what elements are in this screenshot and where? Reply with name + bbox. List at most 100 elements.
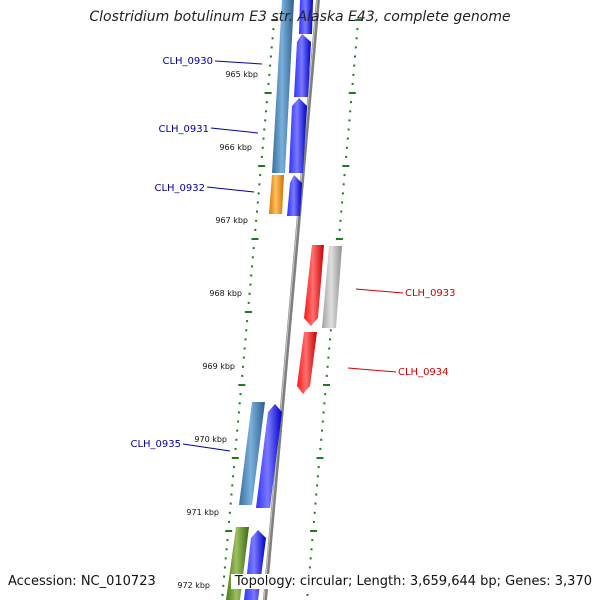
tick-dot-right [355, 37, 358, 40]
tick-dot-left [269, 64, 272, 67]
tick-dot-left [228, 520, 230, 523]
gene-label-clh-0930[interactable]: CLH_0930 [162, 56, 213, 67]
tick-dot-left [237, 420, 240, 423]
gene-label-clh-0934[interactable]: CLH_0934 [398, 367, 449, 378]
tick-dot-right [352, 73, 355, 76]
tick-dot-right [345, 155, 348, 158]
tick-dot-left [244, 338, 247, 341]
tick-dot-right [316, 484, 319, 487]
genome-backbone-highlight [263, 0, 318, 600]
tick-dot-right [348, 92, 356, 94]
connector-clh-0930 [214, 60, 263, 65]
tick-dot-left [256, 201, 259, 204]
connector-clh-0934 [347, 367, 397, 373]
tick-dot-left [223, 566, 226, 569]
tick-dot-right [310, 530, 318, 532]
tick-dot-right [323, 402, 326, 405]
tick-dot-left [242, 356, 245, 359]
gene-label-clh-0932[interactable]: CLH_0932 [154, 183, 205, 194]
tick-dot-right [346, 137, 349, 140]
gene-blue-clh-0935[interactable] [256, 404, 282, 508]
tick-dot-right [329, 338, 331, 341]
tick-dot-right [338, 228, 341, 231]
tick-dot-left [228, 511, 231, 514]
tick-dot-left [262, 137, 265, 140]
tick-dot-left [267, 82, 270, 85]
tick-dot-right [347, 128, 350, 131]
gene-red-clh-0934[interactable] [297, 332, 317, 394]
tick-dot-left [223, 575, 226, 578]
gene-blue-top[interactable] [299, 0, 313, 34]
label-connectors [182, 60, 404, 452]
kbp-label-968: 968 kbp [209, 289, 242, 298]
genome-backbone [263, 0, 320, 600]
tick-dot-left [225, 530, 233, 532]
tick-dot-right [323, 384, 330, 386]
tick-dot-left [257, 192, 260, 195]
gene-steel-clh-0930-0931[interactable] [272, 0, 294, 173]
tick-dot-right [325, 374, 328, 377]
accession-text: Accession: NC_010723 [8, 574, 156, 589]
tick-dot-left [259, 174, 262, 177]
connector-clh-0931 [210, 127, 259, 134]
tick-dot-left [239, 393, 242, 396]
tick-dot-right [342, 183, 345, 186]
tick-dot-left [233, 466, 235, 469]
tick-dot-right [316, 475, 319, 478]
tick-dot-left [236, 429, 239, 432]
tick-dot-right [354, 46, 357, 49]
tick-dot-right [351, 82, 354, 85]
connector-clh-0933 [355, 288, 404, 294]
gene-label-clh-0933[interactable]: CLH_0933 [405, 288, 456, 299]
gene-blue-clh-0930[interactable] [294, 34, 311, 97]
tick-dot-right [312, 520, 315, 523]
tick-dot-right [322, 411, 325, 414]
tick-dot-left [237, 411, 240, 414]
tick-dot-left [264, 119, 267, 122]
tick-dot-right [313, 511, 316, 514]
kbp-label-969: 969 kbp [202, 362, 235, 371]
gene-steel-clh-0935[interactable] [239, 402, 265, 505]
gene-gray-clh-0933[interactable] [322, 246, 342, 328]
tick-dot-left [225, 548, 228, 551]
tick-dot-right [335, 238, 343, 240]
tick-dot-left [232, 475, 235, 478]
tick-dot-right [356, 28, 359, 31]
connector-clh-0932 [206, 186, 255, 193]
tick-dot-left [251, 256, 254, 259]
tick-dot-left [260, 155, 263, 158]
tick-dot-left [265, 101, 268, 104]
tick-dot-left [229, 502, 232, 505]
tick-dot-left [231, 457, 239, 459]
gene-label-clh-0935[interactable]: CLH_0935 [130, 439, 181, 450]
tick-dot-left [251, 265, 253, 268]
tick-dot-left [226, 539, 229, 542]
gene-orange-clh-0932[interactable] [269, 175, 284, 214]
tick-dot-left [255, 219, 258, 222]
gene-blue-clh-0932[interactable] [287, 175, 302, 216]
tick-dot-left [243, 347, 246, 350]
gene-red-clh-0933[interactable] [304, 245, 324, 326]
gene-blue-clh-0931[interactable] [289, 98, 307, 173]
tick-dot-left [252, 247, 255, 250]
kbp-label-971: 971 kbp [186, 508, 219, 517]
kbp-label-972: 972 kbp [177, 581, 210, 590]
tick-dot-left [261, 146, 264, 149]
tick-dot-right [340, 210, 343, 213]
tick-dot-left [248, 292, 251, 295]
tick-dot-right [320, 438, 323, 441]
tick-dot-left [224, 557, 227, 560]
tick-dot-left [254, 228, 257, 231]
tick-dot-left [270, 46, 273, 49]
tick-dot-right [341, 192, 344, 195]
tick-dot-right [326, 365, 329, 368]
tick-dot-right [311, 539, 314, 542]
tick-dot-right [319, 447, 322, 450]
kbp-label-965: 965 kbp [225, 70, 258, 79]
tick-dot-left [230, 493, 233, 496]
tick-dot-right [309, 557, 312, 560]
tick-dot-right [350, 101, 352, 104]
connector-clh-0935 [182, 443, 231, 452]
gene-label-clh-0931[interactable]: CLH_0931 [158, 124, 209, 135]
